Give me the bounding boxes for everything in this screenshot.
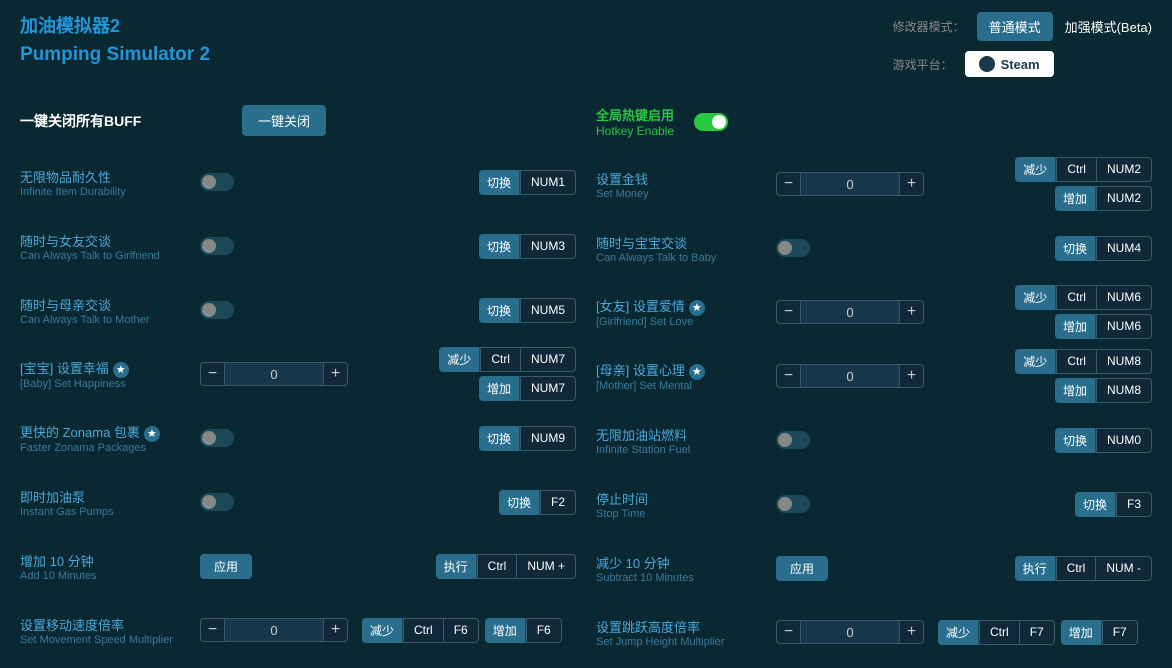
apply-add10-button[interactable]: 应用 <box>200 554 252 579</box>
row-durability: 无限物品耐久性 Infinite Item Durability 切换 NUM1 <box>20 154 576 210</box>
toggle-key-label[interactable]: 切换 <box>479 170 520 195</box>
hotkey-num2[interactable]: NUM2 <box>1096 157 1152 182</box>
hotkey-num0[interactable]: NUM0 <box>1096 428 1152 453</box>
money-input[interactable] <box>800 172 900 196</box>
row-movespeed: 设置移动速度倍率 Set Movement Speed Multiplier −… <box>20 602 576 658</box>
gflove-input[interactable] <box>800 300 900 324</box>
hotkey-numplus[interactable]: NUM + <box>516 554 576 579</box>
hotkey-f6[interactable]: F6 <box>526 618 562 643</box>
hotkey-num4[interactable]: NUM4 <box>1096 236 1152 261</box>
mothermental-input[interactable] <box>800 364 900 388</box>
toggle-zonama[interactable] <box>200 429 234 447</box>
plus-button[interactable]: + <box>900 364 924 388</box>
hotkey-f7[interactable]: F7 <box>1102 620 1138 645</box>
minus-button[interactable]: − <box>200 618 224 642</box>
baby-happiness-input[interactable] <box>224 362 324 386</box>
toggle-mother[interactable] <box>200 301 234 319</box>
hotkey-num5[interactable]: NUM5 <box>520 298 576 323</box>
plus-button[interactable]: + <box>900 620 924 644</box>
content: 一键关闭所有BUFF 一键关闭 无限物品耐久性 Infinite Item Du… <box>0 95 1172 668</box>
minus-button[interactable]: − <box>776 172 800 196</box>
left-column: 一键关闭所有BUFF 一键关闭 无限物品耐久性 Infinite Item Du… <box>20 95 576 668</box>
row-mothermental: [母亲] 设置心理★ [Mother] Set Mental − + 减少 Ct… <box>596 348 1152 404</box>
close-all-button[interactable]: 一键关闭 <box>242 105 326 136</box>
hotkey-enable-en: Hotkey Enable <box>596 124 674 138</box>
row-zonama: 更快的 Zonama 包裹★ Faster Zonama Packages 切换… <box>20 410 576 466</box>
plus-button[interactable]: + <box>324 362 348 386</box>
row-girlfriend: 随时与女友交谈 Can Always Talk to Girlfriend 切换… <box>20 218 576 274</box>
plus-button[interactable]: + <box>324 618 348 642</box>
toggle-durability[interactable] <box>200 173 234 191</box>
game-title-en: Pumping Simulator 2 <box>20 44 210 66</box>
mode-normal-button[interactable]: 普通模式 <box>977 12 1053 41</box>
star-icon: ★ <box>144 426 160 442</box>
toggle-fuel[interactable] <box>776 431 810 449</box>
right-column: 全局热键启用 Hotkey Enable 设置金钱 Set Money − + … <box>596 95 1152 668</box>
mode-enhanced-button[interactable]: 加强模式(Beta) <box>1065 17 1152 36</box>
hotkey-f3[interactable]: F3 <box>1116 492 1152 517</box>
star-icon: ★ <box>113 362 129 378</box>
minus-button[interactable]: − <box>776 620 800 644</box>
hotkey-numminus[interactable]: NUM - <box>1095 556 1152 581</box>
row-jumpheight: 设置跳跃高度倍率 Set Jump Height Multiplier − + … <box>596 604 1152 660</box>
top-right: 修改器模式： 普通模式 加强模式(Beta) 游戏平台： Steam <box>893 12 1152 87</box>
toggle-hotkey-enable[interactable] <box>694 113 728 131</box>
platform-label: 游戏平台： <box>893 56 953 73</box>
apply-sub10-button[interactable]: 应用 <box>776 556 828 581</box>
row-gflove: [女友] 设置爱情★ [Girlfriend] Set Love − + 减少 … <box>596 284 1152 340</box>
title-block: 加油模拟器2 Pumping Simulator 2 <box>20 12 210 87</box>
hotkey-f2[interactable]: F2 <box>540 490 576 515</box>
minus-button[interactable]: − <box>200 362 224 386</box>
toggle-pumps[interactable] <box>200 493 234 511</box>
platform-steam-button[interactable]: Steam <box>965 51 1054 77</box>
row-sub10: 减少 10 分钟 Subtract 10 Minutes 应用 执行 Ctrl … <box>596 540 1152 596</box>
hotkey-num8[interactable]: NUM8 <box>1096 349 1152 374</box>
close-all-buff-label: 一键关闭所有BUFF <box>20 111 141 131</box>
row-stoptime: 停止时间 Stop Time 切换 F3 <box>596 476 1152 532</box>
hotkey-num9[interactable]: NUM9 <box>520 426 576 451</box>
hotkey-num3[interactable]: NUM3 <box>520 234 576 259</box>
row-add10: 增加 10 分钟 Add 10 Minutes 应用 执行 Ctrl NUM + <box>20 538 576 594</box>
plus-button[interactable]: + <box>900 172 924 196</box>
row-fuel: 无限加油站燃料 Infinite Station Fuel 切换 NUM0 <box>596 412 1152 468</box>
header: 加油模拟器2 Pumping Simulator 2 修改器模式： 普通模式 加… <box>0 0 1172 95</box>
row-pumps: 即时加油泵 Instant Gas Pumps 切换 F2 <box>20 474 576 530</box>
hotkey-enable-cn: 全局热键启用 <box>596 105 674 124</box>
row-mother: 随时与母亲交谈 Can Always Talk to Mother 切换 NUM… <box>20 282 576 338</box>
hotkey-num1[interactable]: NUM1 <box>520 170 576 195</box>
toggle-baby[interactable] <box>776 239 810 257</box>
toggle-stoptime[interactable] <box>776 495 810 513</box>
plus-button[interactable]: + <box>900 300 924 324</box>
star-icon: ★ <box>689 364 705 380</box>
minus-button[interactable]: − <box>776 300 800 324</box>
minus-button[interactable]: − <box>776 364 800 388</box>
mode-label: 修改器模式： <box>893 18 965 35</box>
row-baby: 随时与宝宝交谈 Can Always Talk to Baby 切换 NUM4 <box>596 220 1152 276</box>
hotkey-num6[interactable]: NUM6 <box>1096 285 1152 310</box>
movespeed-input[interactable] <box>224 618 324 642</box>
game-title-cn: 加油模拟器2 <box>20 12 210 38</box>
row-baby-happiness: [宝宝] 设置幸福★ [Baby] Set Happiness − + 减少 C… <box>20 346 576 402</box>
row-money: 设置金钱 Set Money − + 减少 Ctrl NUM2 增加 NUM2 <box>596 156 1152 212</box>
star-icon: ★ <box>689 300 705 316</box>
jumpheight-input[interactable] <box>800 620 900 644</box>
hotkey-num7[interactable]: NUM7 <box>520 347 576 372</box>
toggle-girlfriend[interactable] <box>200 237 234 255</box>
